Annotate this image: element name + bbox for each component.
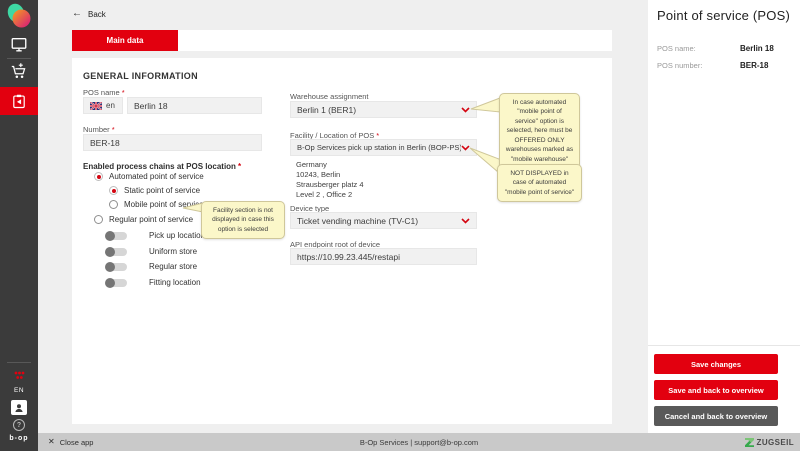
close-app-button[interactable]: ✕ Close app xyxy=(48,438,93,447)
facility-label: Facility / Location of POS * xyxy=(290,131,380,140)
zugseil-logo: ZUGSEIL xyxy=(744,437,794,447)
number-input[interactable] xyxy=(83,134,262,151)
api-endpoint-label: API endpoint root of device xyxy=(290,240,381,249)
sidebar-item-pos-active[interactable] xyxy=(0,87,38,115)
radio-mobile-pos[interactable]: Mobile point of service xyxy=(109,200,204,209)
toggle-regular-store[interactable]: Regular store xyxy=(105,261,197,272)
pos-clipboard-icon xyxy=(13,94,25,108)
panel-divider xyxy=(648,345,800,346)
address-line: Level 2 , Office 2 xyxy=(296,189,353,199)
radio-regular-pos[interactable]: Regular point of service xyxy=(94,215,193,224)
api-endpoint-input[interactable] xyxy=(290,248,477,265)
panel-field-label: POS number: xyxy=(657,61,703,70)
device-type-select[interactable]: Ticket vending machine (TV-C1) xyxy=(290,212,477,229)
back-button[interactable]: ← Back xyxy=(72,9,106,19)
sidebar-brand-logo: b-op xyxy=(9,435,29,442)
terminal-monitor-icon[interactable] xyxy=(0,36,38,54)
panel-title: Point of service (POS) xyxy=(657,8,790,23)
cart-add-icon[interactable] xyxy=(0,62,38,81)
pos-name-input[interactable] xyxy=(127,97,262,114)
community-dots-icon[interactable] xyxy=(0,368,38,382)
save-and-back-button[interactable]: Save and back to overview xyxy=(654,380,778,400)
tooltip-warehouse-note: In case automated "mobile point of servi… xyxy=(499,93,580,169)
tab-bar: Main data xyxy=(72,30,612,51)
number-label: Number * xyxy=(83,125,115,134)
toggle-icon xyxy=(105,261,127,272)
app-logo-icon xyxy=(6,3,32,31)
facility-select[interactable]: B-Op Services pick up station in Berlin … xyxy=(290,139,477,156)
pos-name-label: POS name * xyxy=(83,88,125,97)
uk-flag-icon xyxy=(90,101,102,110)
cancel-and-back-button[interactable]: Cancel and back to overview xyxy=(654,406,778,426)
main-area: ← Back Main data GENERAL INFORMATION POS… xyxy=(38,0,648,433)
toggle-pick-up-location[interactable]: Pick up location xyxy=(105,230,205,241)
toggle-icon xyxy=(105,246,127,257)
close-app-label: Close app xyxy=(59,437,94,447)
summary-panel: Point of service (POS) POS name: Berlin … xyxy=(648,0,800,433)
save-changes-button[interactable]: Save changes xyxy=(654,354,778,374)
toggle-icon xyxy=(105,230,127,241)
facility-address: Germany 10243, Berlin Strausberger platz… xyxy=(296,160,364,200)
toggle-fitting-location[interactable]: Fitting location xyxy=(105,277,201,288)
address-line: Germany xyxy=(296,160,327,169)
chevron-down-icon xyxy=(461,144,470,151)
radio-icon xyxy=(109,186,118,195)
language-code: en xyxy=(106,101,115,110)
zugseil-z-icon xyxy=(744,437,754,447)
sidebar: EN ? b-op xyxy=(0,0,38,451)
footer-bar: ✕ Close app B-Op Services | support@b-op… xyxy=(38,433,800,451)
zugseil-wordmark: ZUGSEIL xyxy=(756,437,794,447)
radio-icon xyxy=(94,215,103,224)
tab-main-data[interactable]: Main data xyxy=(72,30,178,51)
toggle-uniform-store[interactable]: Uniform store xyxy=(105,246,197,257)
sidebar-divider xyxy=(7,58,31,59)
user-profile-icon[interactable] xyxy=(11,400,27,415)
panel-field-value: BER-18 xyxy=(740,61,769,70)
back-arrow-icon: ← xyxy=(72,8,82,19)
radio-automated-pos[interactable]: Automated point of service xyxy=(94,172,204,181)
panel-pos-number-row: POS number: BER-18 xyxy=(657,61,791,70)
chevron-down-icon xyxy=(461,217,470,224)
radio-static-pos[interactable]: Static point of service xyxy=(109,186,200,195)
close-icon: ✕ xyxy=(48,437,55,446)
language-selector[interactable]: en xyxy=(83,97,123,114)
process-chains-label: Enabled process chains at POS location * xyxy=(83,162,242,171)
section-title: GENERAL INFORMATION xyxy=(83,71,198,81)
panel-field-value: Berlin 18 xyxy=(740,44,774,53)
tooltip-mobile-option-note: Facility section is not displayed in cas… xyxy=(201,201,285,240)
warehouse-label: Warehouse assignment xyxy=(290,92,369,101)
help-icon[interactable]: ? xyxy=(13,419,25,431)
radio-icon xyxy=(109,200,118,209)
support-info: B-Op Services | support@b-op.com xyxy=(359,437,479,447)
radio-icon xyxy=(94,172,103,181)
address-line: 10243, Berlin xyxy=(296,169,341,179)
panel-pos-name-row: POS name: Berlin 18 xyxy=(657,44,791,53)
chevron-down-icon xyxy=(461,106,470,113)
address-line: Strausberger platz 4 xyxy=(296,179,364,189)
sidebar-divider xyxy=(7,362,31,363)
language-indicator[interactable]: EN xyxy=(13,387,25,394)
back-label: Back xyxy=(88,9,106,19)
tooltip-facility-note: NOT DISPLAYED in case of automated "mobi… xyxy=(497,164,582,203)
general-information-card: GENERAL INFORMATION POS name* en Number*… xyxy=(72,58,612,424)
panel-field-label: POS name: xyxy=(657,44,696,53)
toggle-icon xyxy=(105,277,127,288)
device-type-label: Device type xyxy=(290,204,330,213)
warehouse-select[interactable]: Berlin 1 (BER1) xyxy=(290,101,477,118)
